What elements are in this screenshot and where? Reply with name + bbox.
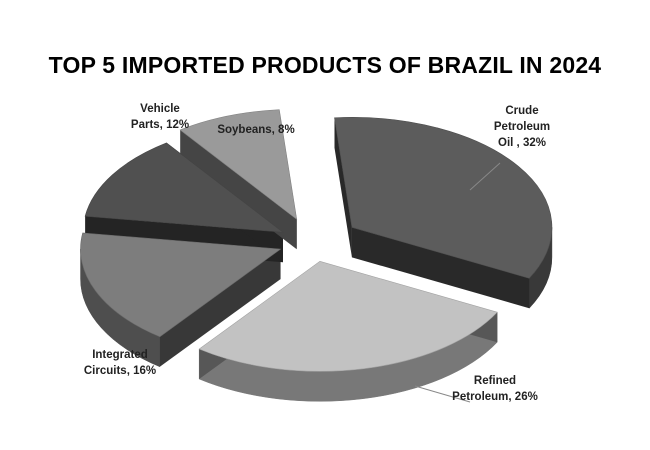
data-label: Integrated Circuits, 16% (84, 349, 156, 377)
data-label: Refined Petroleum, 26% (452, 375, 538, 403)
pie-slice-edge (334, 117, 352, 258)
pie-slice-edge (351, 227, 530, 309)
data-label: Vehicle Parts, 12% (131, 103, 189, 131)
pie-slice (179, 109, 298, 221)
pie-slice (198, 260, 498, 372)
label-leader-line (414, 385, 471, 403)
pie-slice-edge (180, 129, 297, 250)
label-leader-line (469, 162, 501, 191)
pie-slice (80, 232, 282, 338)
data-label: Crude Petroleum Oil , 32% (494, 105, 550, 149)
pie-slice-edge (159, 249, 281, 367)
pie-slice (84, 142, 284, 233)
chart-title: TOP 5 IMPORTED PRODUCTS OF BRAZIL IN 202… (48, 52, 602, 78)
pie-slice (334, 117, 553, 279)
data-label: Soybeans, 8% (217, 124, 294, 136)
